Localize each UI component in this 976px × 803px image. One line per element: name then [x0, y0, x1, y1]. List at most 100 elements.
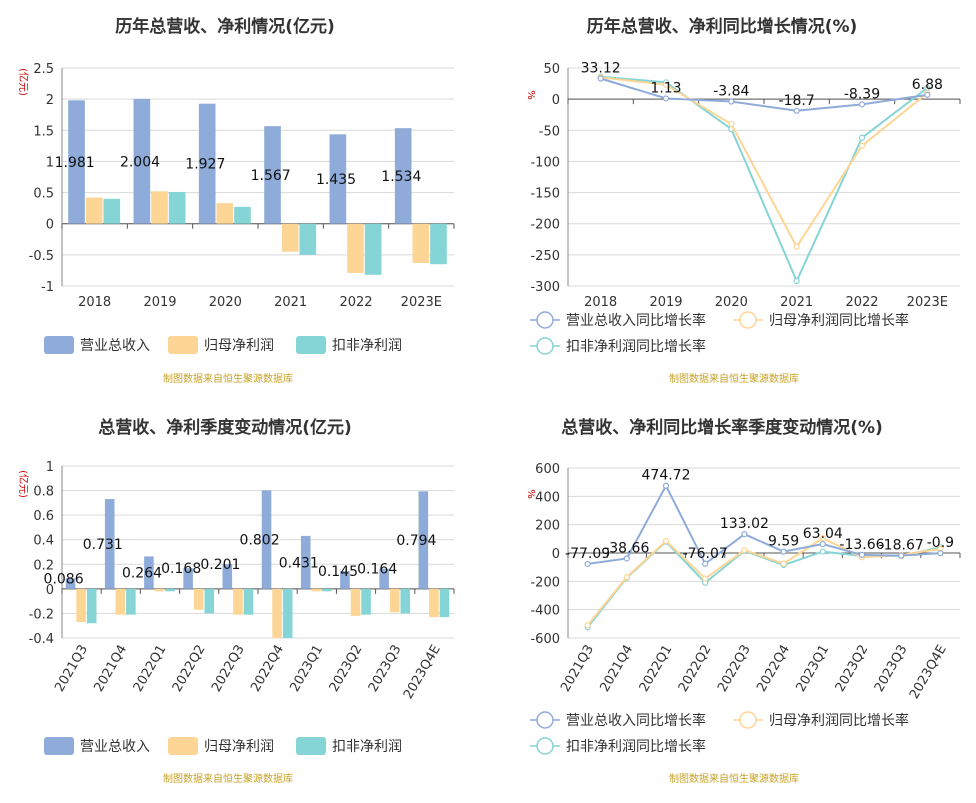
data-label: -18.67	[879, 538, 924, 554]
series-point	[858, 134, 866, 141]
series-point	[728, 98, 735, 105]
bar-deducted	[103, 198, 121, 224]
y-tick-label: -50	[539, 124, 560, 139]
data-label: 9.59	[768, 534, 799, 550]
series-point	[662, 482, 670, 489]
legend-swatch-marker	[536, 337, 554, 355]
bar-deducted	[364, 223, 382, 275]
legend-label: 归母净利润	[204, 337, 274, 354]
y-tick-label: 1	[46, 460, 54, 475]
data-label: 0.264	[122, 566, 162, 582]
data-label: 33.12	[581, 61, 621, 77]
bar-deducted	[168, 191, 186, 224]
bar-revenue	[198, 103, 216, 224]
data-label: -38.66	[604, 540, 649, 556]
data-label: -77.09	[565, 546, 610, 562]
chart-3: 总营收、净利季度变动情况(亿元) (亿元) 1 0.8 0.6 0.4 0.2 0 -0.2 -0…	[17, 417, 455, 785]
bar-netprofit	[347, 223, 364, 273]
chart-title: 历年总营收、净利同比增长情况(%)	[587, 16, 858, 37]
x-tick-label: 2022Q1	[637, 643, 676, 695]
data-label: -0.9	[927, 535, 954, 551]
bar-revenue	[261, 490, 272, 589]
legend-label: 扣非净利润	[332, 338, 402, 354]
bar-netprofit	[281, 223, 299, 252]
y-tick-label: -1	[41, 280, 54, 295]
series-point	[741, 531, 748, 538]
data-label: 133.02	[720, 516, 769, 532]
x-tick-label: 2018	[78, 295, 111, 310]
x-tick-label: 2022	[845, 295, 878, 310]
legend-label: 归母净利润	[204, 738, 274, 755]
series-line-netprofit	[600, 76, 928, 249]
x-tick-label: 2022Q4	[754, 643, 793, 695]
series-point	[597, 75, 604, 82]
y-tick-label: 0.6	[33, 509, 54, 524]
x-tick-label: 2023Q3	[366, 643, 405, 695]
y-unit-label: (亿元)	[17, 68, 30, 96]
bar-revenue	[418, 491, 429, 589]
bar-netprofit	[311, 588, 322, 592]
data-label: 0.164	[357, 562, 397, 578]
series-point	[728, 120, 735, 128]
series-point	[858, 142, 866, 149]
legend-swatch	[168, 737, 198, 755]
bar-netprofit	[76, 588, 86, 623]
data-label: 1.567	[251, 168, 291, 184]
chart-2: 历年总营收、净利同比增长情况(%)% 50 0 -50 -100 -150 -200 -250…	[525, 16, 961, 385]
data-label: 0.086	[44, 571, 84, 587]
bar-revenue	[300, 535, 311, 589]
bar-netprofit	[115, 588, 126, 615]
legend-label: 扣非净利润	[332, 739, 402, 755]
bar-netprofit	[85, 197, 103, 224]
data-label: 1.435	[316, 172, 356, 188]
legend-label: 归母净利润同比增长率	[769, 312, 909, 329]
data-label: 0.802	[240, 533, 280, 549]
series-point	[780, 560, 787, 567]
y-unit-label: %	[525, 489, 536, 499]
legend-swatch	[168, 336, 198, 354]
legend-swatch	[44, 336, 74, 354]
y-tick-label: -300	[530, 280, 560, 295]
bar-deducted	[400, 588, 411, 614]
legend-label: 营业总收入	[80, 739, 150, 755]
x-tick-label: 2022Q1	[131, 643, 170, 695]
bar-revenue	[144, 556, 154, 589]
series-point	[662, 81, 670, 88]
bar-revenue	[394, 128, 412, 224]
y-tick-label: 0	[46, 218, 54, 233]
series-point	[662, 95, 670, 102]
bar-deducted	[126, 588, 136, 615]
legend-label: 营业总收入	[80, 338, 150, 354]
y-tick-label: 0	[46, 583, 54, 598]
data-label: 2.004	[120, 154, 160, 170]
series-point	[924, 91, 931, 98]
y-tick-label: -250	[530, 249, 560, 264]
series-point	[780, 548, 787, 555]
bar-revenue	[340, 571, 350, 589]
x-tick-label: 2019	[649, 295, 682, 310]
series-point	[741, 547, 748, 554]
bar-netprofit	[216, 203, 234, 224]
bar-revenue	[379, 568, 389, 589]
bar-deducted	[86, 588, 97, 624]
y-tick-label: 50	[543, 62, 560, 77]
chart-title: 历年总营收、净利情况(亿元)	[115, 16, 335, 37]
bar-revenue	[222, 564, 233, 589]
x-tick-label: 2023Q1	[287, 643, 326, 695]
bar-deducted	[165, 588, 175, 592]
x-tick-label: 2022Q2	[676, 643, 715, 695]
y-tick-label: 0	[552, 547, 560, 562]
source-note: 制图数据来自恒生聚源数据库	[669, 372, 799, 385]
legend-label: 扣非净利润同比增长率	[566, 738, 706, 755]
y-tick-label: 0.8	[33, 485, 54, 500]
x-tick-label: 2023Q2	[833, 643, 872, 695]
x-tick-label: 2023Q1	[793, 643, 832, 695]
series-line-deducted	[600, 75, 928, 284]
x-tick-label: 2021	[780, 295, 813, 310]
data-label: 1.927	[185, 157, 225, 173]
x-tick-label: 2023E	[907, 295, 948, 310]
legend-swatch-marker	[739, 711, 757, 729]
x-tick-label: 2023Q3	[872, 643, 911, 695]
y-tick-label: -600	[530, 632, 560, 647]
bar-revenue	[68, 100, 85, 224]
